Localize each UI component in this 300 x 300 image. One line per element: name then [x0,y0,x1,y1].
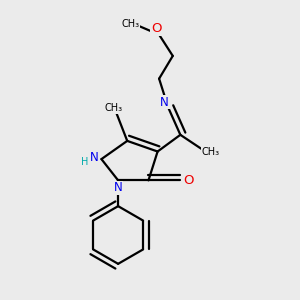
Text: H: H [81,157,88,167]
Text: N: N [114,182,122,194]
Text: CH₃: CH₃ [202,146,220,157]
Text: O: O [184,174,194,187]
Text: N: N [160,95,169,109]
Text: CH₃: CH₃ [121,19,139,29]
Text: N: N [89,151,98,164]
Text: CH₃: CH₃ [104,103,123,113]
Text: O: O [151,22,161,35]
